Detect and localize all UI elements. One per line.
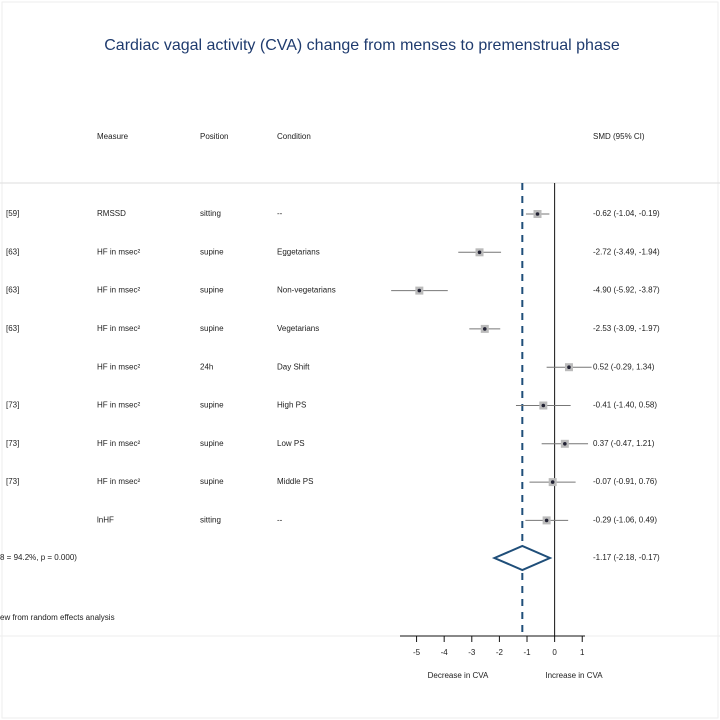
value-label: -2.53 (-3.09, -1.97) (593, 324, 660, 333)
condition: -- (277, 209, 283, 218)
measure: HF in msec² (97, 362, 140, 371)
position: supine (200, 286, 224, 295)
value-label: 0.37 (-0.47, 1.21) (593, 439, 655, 448)
position: supine (200, 439, 224, 448)
x-tick-label: -5 (413, 648, 421, 657)
condition: Day Shift (277, 362, 310, 371)
measure: RMSSD (97, 209, 126, 218)
value-label: -2.72 (-3.49, -1.94) (593, 247, 660, 256)
condition: Vegetarians (277, 324, 319, 333)
chart-title: Cardiac vagal activity (CVA) change from… (104, 37, 620, 54)
measure: lnHF (97, 516, 114, 525)
point-estimate (567, 365, 571, 370)
value-label: -0.41 (-1.40, 0.58) (593, 401, 657, 410)
condition: High PS (277, 401, 306, 410)
x-tick-label: 1 (580, 648, 585, 657)
point-estimate (482, 327, 487, 331)
x-tick-label: 0 (552, 648, 557, 657)
value-label: -1.17 (-2.18, -0.17) (593, 553, 660, 562)
axis-label: Decrease in CVA (428, 671, 489, 680)
measure: HF in msec² (97, 286, 140, 295)
study-label: [73] (6, 439, 19, 448)
measure: HF in msec² (97, 439, 140, 448)
study-label: [59] (6, 209, 19, 218)
point-estimate (417, 288, 422, 293)
measure: HF in msec² (97, 401, 140, 410)
note: ew from random effects analysis (0, 613, 115, 622)
measure: HF in msec² (97, 477, 140, 486)
measure: HF in msec² (97, 324, 140, 333)
study-label: [63] (6, 324, 19, 333)
value-label: -0.62 (-1.04, -0.19) (593, 209, 660, 218)
position: sitting (200, 209, 221, 218)
point-estimate (550, 480, 555, 484)
value-label: -4.90 (-5.92, -3.87) (593, 286, 660, 295)
position: 24h (200, 362, 213, 371)
value-label: 0.52 (-0.29, 1.34) (593, 362, 655, 371)
condition: Eggetarians (277, 247, 320, 256)
x-tick-label: -2 (496, 648, 504, 657)
x-tick-label: -3 (468, 648, 476, 657)
value-label: -0.29 (-1.06, 0.49) (593, 516, 657, 525)
position: supine (200, 477, 224, 486)
position: sitting (200, 516, 221, 525)
condition: Low PS (277, 439, 305, 448)
header: Position (200, 132, 228, 141)
position: supine (200, 401, 224, 410)
x-tick-label: -4 (441, 648, 449, 657)
point-estimate (544, 518, 549, 523)
header: Measure (97, 132, 129, 141)
study-label: [63] (6, 247, 19, 256)
point-estimate (477, 250, 482, 255)
point-estimate (541, 403, 546, 408)
x-tick-label: -1 (523, 648, 531, 657)
condition: Middle PS (277, 477, 313, 486)
value-label: -0.07 (-0.91, 0.76) (593, 477, 657, 486)
study-label: [63] (6, 286, 19, 295)
point-estimate (535, 212, 540, 216)
header: Condition (277, 132, 311, 141)
condition: -- (277, 516, 283, 525)
overall-label: 8 = 94.2%, p = 0.000) (0, 553, 77, 562)
axis-label: Increase in CVA (545, 671, 603, 680)
point-estimate (563, 442, 567, 446)
study-label: [73] (6, 401, 19, 410)
position: supine (200, 324, 224, 333)
position: supine (200, 247, 224, 256)
measure: HF in msec² (97, 247, 140, 256)
overall-diamond (491, 544, 553, 572)
header: SMD (95% CI) (593, 132, 645, 141)
condition: Non-vegetarians (277, 286, 336, 295)
study-label: [73] (6, 477, 19, 486)
